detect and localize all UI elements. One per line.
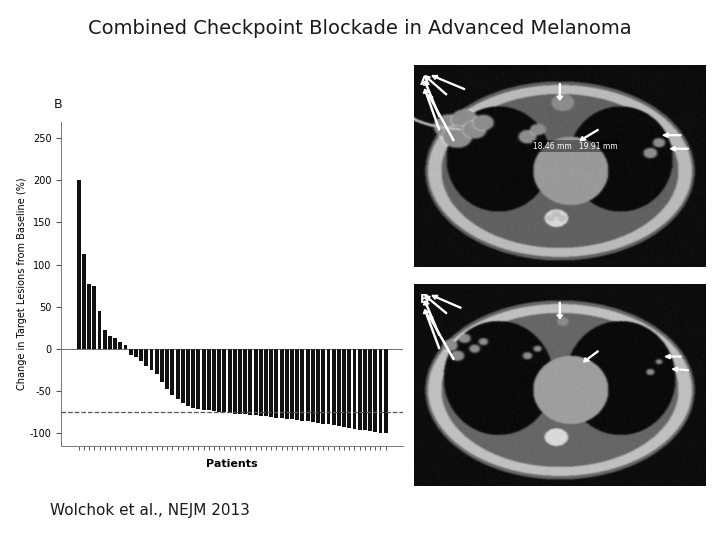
Bar (347, 349, 351, 428)
Bar (264, 349, 268, 416)
Bar (384, 349, 387, 433)
FancyArrow shape (423, 301, 440, 335)
Bar (342, 349, 346, 427)
Bar (279, 349, 284, 418)
Bar (217, 349, 221, 412)
FancyArrow shape (670, 146, 688, 151)
Bar (368, 349, 372, 431)
FancyArrow shape (557, 84, 563, 100)
Bar (228, 349, 232, 413)
Bar (97, 311, 102, 349)
Bar (300, 349, 305, 421)
Bar (311, 349, 315, 422)
Bar (295, 349, 300, 420)
X-axis label: Patients: Patients (207, 458, 258, 469)
FancyArrow shape (580, 130, 598, 140)
FancyArrow shape (432, 76, 465, 90)
Y-axis label: Change in Target Lesions from Baseline (%): Change in Target Lesions from Baseline (… (17, 177, 27, 390)
Text: Wolchok et al., NEJM 2013: Wolchok et al., NEJM 2013 (50, 503, 251, 518)
Bar (87, 284, 91, 349)
Bar (212, 349, 216, 411)
Bar (77, 180, 81, 349)
Bar (150, 349, 153, 370)
Bar (233, 349, 237, 414)
Bar (321, 349, 325, 423)
FancyArrow shape (428, 315, 454, 360)
Bar (139, 349, 143, 361)
Bar (113, 338, 117, 349)
FancyArrow shape (423, 309, 440, 349)
Bar (238, 349, 242, 414)
Bar (108, 336, 112, 349)
Bar (129, 349, 132, 355)
Bar (186, 349, 190, 406)
Bar (326, 349, 330, 424)
Bar (374, 349, 377, 432)
Text: B: B (54, 98, 63, 111)
Bar (82, 254, 86, 349)
FancyArrow shape (423, 81, 440, 116)
Bar (207, 349, 211, 410)
Bar (197, 349, 200, 409)
FancyArrow shape (584, 351, 598, 362)
FancyArrow shape (665, 354, 681, 359)
Bar (192, 349, 195, 408)
Bar (248, 349, 253, 415)
FancyArrow shape (428, 94, 454, 141)
Bar (176, 349, 179, 399)
Bar (222, 349, 226, 412)
FancyArrow shape (425, 76, 447, 95)
Bar (202, 349, 205, 410)
Text: A: A (420, 75, 429, 87)
Bar (316, 349, 320, 423)
Bar (290, 349, 294, 420)
FancyArrow shape (432, 295, 462, 308)
Bar (285, 349, 289, 418)
Bar (353, 349, 356, 429)
Bar (92, 286, 96, 349)
Bar (124, 345, 127, 349)
Text: B: B (420, 293, 429, 306)
Bar (358, 349, 361, 429)
Bar (274, 349, 279, 418)
Bar (253, 349, 258, 415)
FancyArrow shape (672, 367, 688, 372)
Bar (160, 349, 164, 382)
Bar (118, 342, 122, 349)
Bar (337, 349, 341, 426)
Text: Combined Checkpoint Blockade in Advanced Melanoma: Combined Checkpoint Blockade in Advanced… (88, 19, 632, 38)
Bar (134, 349, 138, 357)
Bar (379, 349, 382, 433)
Bar (269, 349, 273, 417)
FancyArrow shape (663, 133, 681, 137)
FancyArrow shape (423, 89, 440, 130)
FancyArrow shape (557, 302, 563, 319)
Bar (181, 349, 185, 403)
Bar (259, 349, 263, 416)
Text: 18.46 mm   19.91 mm: 18.46 mm 19.91 mm (533, 141, 618, 151)
Bar (155, 349, 158, 374)
Bar (145, 349, 148, 366)
Bar (243, 349, 247, 414)
Bar (171, 349, 174, 395)
FancyArrow shape (425, 295, 447, 314)
Bar (165, 349, 169, 389)
Bar (103, 330, 107, 349)
Bar (332, 349, 336, 426)
Bar (363, 349, 367, 430)
Bar (306, 349, 310, 421)
